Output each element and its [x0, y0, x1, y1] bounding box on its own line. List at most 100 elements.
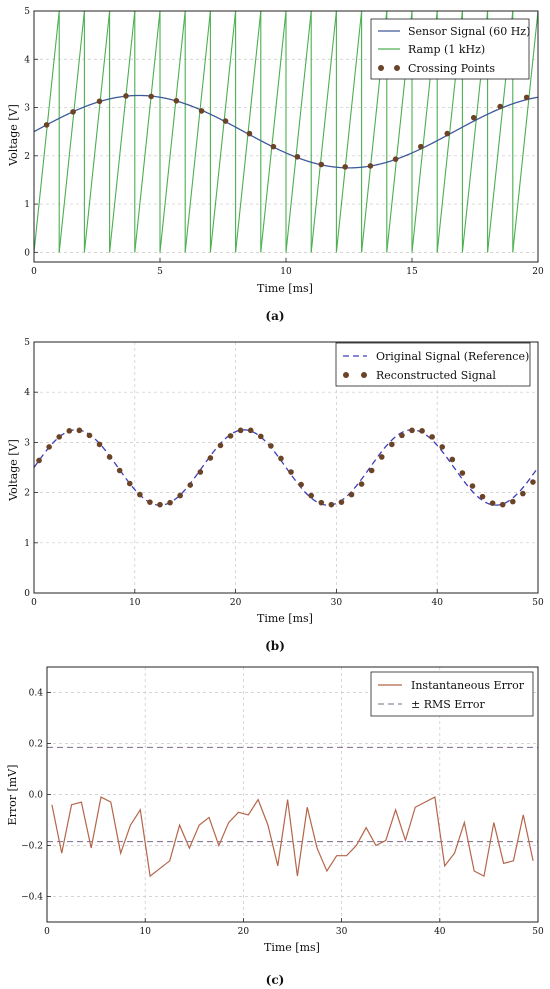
- y-tick-label: 0.0: [29, 791, 44, 801]
- data-point: [198, 108, 205, 114]
- legend-label-original: Original Signal (Reference): [376, 350, 529, 363]
- x-tick-label: 50: [532, 598, 544, 608]
- data-point: [246, 130, 253, 137]
- y-tick-label: 2: [24, 489, 30, 499]
- data-point: [318, 499, 325, 506]
- data-point: [439, 444, 446, 450]
- data-point: [348, 491, 355, 498]
- data-point: [389, 441, 395, 448]
- data-point: [489, 500, 496, 506]
- y-tick-label: 2: [24, 152, 30, 162]
- data-point: [268, 443, 274, 449]
- data-point: [96, 441, 103, 448]
- data-point: [367, 163, 374, 169]
- yticks-a: 0 1 2 3 4 5: [24, 7, 38, 258]
- caption-a: (a): [265, 309, 284, 323]
- data-point: [523, 94, 530, 101]
- data-point: [76, 427, 83, 434]
- x-tick-label: 20: [230, 598, 242, 608]
- x-tick-label: 50: [532, 927, 544, 937]
- y-tick-label: 1: [24, 200, 30, 210]
- ramp-segment: [335, 10, 363, 253]
- data-point: [328, 501, 335, 508]
- legend-swatch-crossing-2: [394, 65, 400, 71]
- x-tick-label: 30: [331, 598, 343, 608]
- data-point: [444, 130, 451, 137]
- data-point: [197, 469, 204, 475]
- x-tick-label: 10: [129, 598, 141, 608]
- series-sensor-signal: [33, 94, 539, 169]
- x-tick-label: 0: [31, 598, 37, 608]
- y-tick-label: 4: [24, 388, 30, 398]
- x-tick-label: 10: [280, 267, 292, 277]
- data-point: [148, 93, 154, 100]
- x-tick-label: 40: [434, 927, 446, 937]
- x-axis-label-a: Time [ms]: [257, 282, 313, 295]
- ramp-segment: [260, 10, 287, 253]
- data-point: [419, 428, 425, 434]
- data-point: [479, 493, 486, 500]
- y-tick-label: 0.2: [29, 740, 43, 750]
- series-instantaneous-error: [51, 796, 534, 878]
- legend-swatch-reconstructed-2: [361, 372, 367, 378]
- legend-c: Instantaneous Error ± RMS Error: [370, 671, 534, 717]
- legend-label-ramp: Ramp (1 kHz): [408, 43, 485, 56]
- series-crossing-points: [43, 93, 530, 170]
- caption-c: (c): [266, 973, 285, 987]
- ramp-segment: [184, 10, 211, 253]
- data-point: [510, 498, 516, 505]
- data-point: [418, 143, 424, 150]
- ramp-segment: [134, 10, 161, 253]
- data-point: [298, 481, 304, 488]
- ramp-segment: [33, 10, 60, 253]
- yticks-b: 0 1 2 3 4 5: [24, 338, 38, 599]
- data-point: [318, 161, 325, 168]
- x-tick-label: 0: [31, 267, 37, 277]
- legend-label-rms: ± RMS Error: [411, 698, 485, 711]
- error-line: [51, 796, 534, 878]
- data-point: [449, 456, 456, 463]
- data-point: [338, 499, 345, 505]
- data-point: [207, 455, 214, 461]
- legend-b: Original Signal (Reference) Reconstructe…: [335, 342, 531, 387]
- xticks-c: 0 10 20 30 40 50: [44, 918, 544, 937]
- data-point: [469, 483, 476, 489]
- legend-label-crossing: Crossing Points: [408, 62, 495, 75]
- data-point: [308, 492, 315, 499]
- data-point: [409, 427, 415, 434]
- caption-b: (b): [265, 639, 285, 653]
- ramp-segment: [512, 10, 539, 253]
- y-tick-label: 3: [24, 104, 30, 114]
- data-point: [270, 143, 277, 150]
- data-point: [237, 427, 244, 434]
- legend-label-error: Instantaneous Error: [411, 679, 525, 692]
- plot-frame-b: [33, 341, 539, 594]
- data-point: [157, 501, 163, 508]
- data-point: [342, 164, 349, 170]
- data-point: [278, 455, 284, 462]
- x-tick-label: 20: [238, 927, 250, 937]
- legend-label-reconstructed: Reconstructed Signal: [376, 369, 496, 382]
- y-tick-label: −0.4: [21, 893, 43, 903]
- sine-line: [33, 94, 539, 169]
- data-point: [137, 491, 143, 498]
- data-point: [106, 454, 113, 460]
- sine-line: [33, 429, 539, 506]
- data-point: [173, 97, 180, 104]
- data-point: [247, 427, 254, 434]
- x-tick-label: 20: [532, 267, 544, 277]
- ramp-segment: [109, 10, 136, 253]
- data-point: [470, 114, 477, 121]
- data-point: [187, 482, 194, 488]
- x-tick-label: 10: [139, 927, 151, 937]
- xticks-a: 0 5 10 15 20: [31, 258, 544, 277]
- data-point: [358, 481, 365, 487]
- y-axis-label-b: Voltage [V]: [7, 439, 20, 502]
- data-point: [217, 442, 224, 449]
- y-tick-label: 5: [24, 338, 30, 348]
- data-point: [123, 93, 129, 99]
- data-point: [70, 109, 76, 115]
- xticks-b: 0 10 20 30 40 50: [31, 589, 544, 608]
- series-original-signal: [33, 429, 539, 506]
- y-tick-label: 3: [24, 438, 30, 448]
